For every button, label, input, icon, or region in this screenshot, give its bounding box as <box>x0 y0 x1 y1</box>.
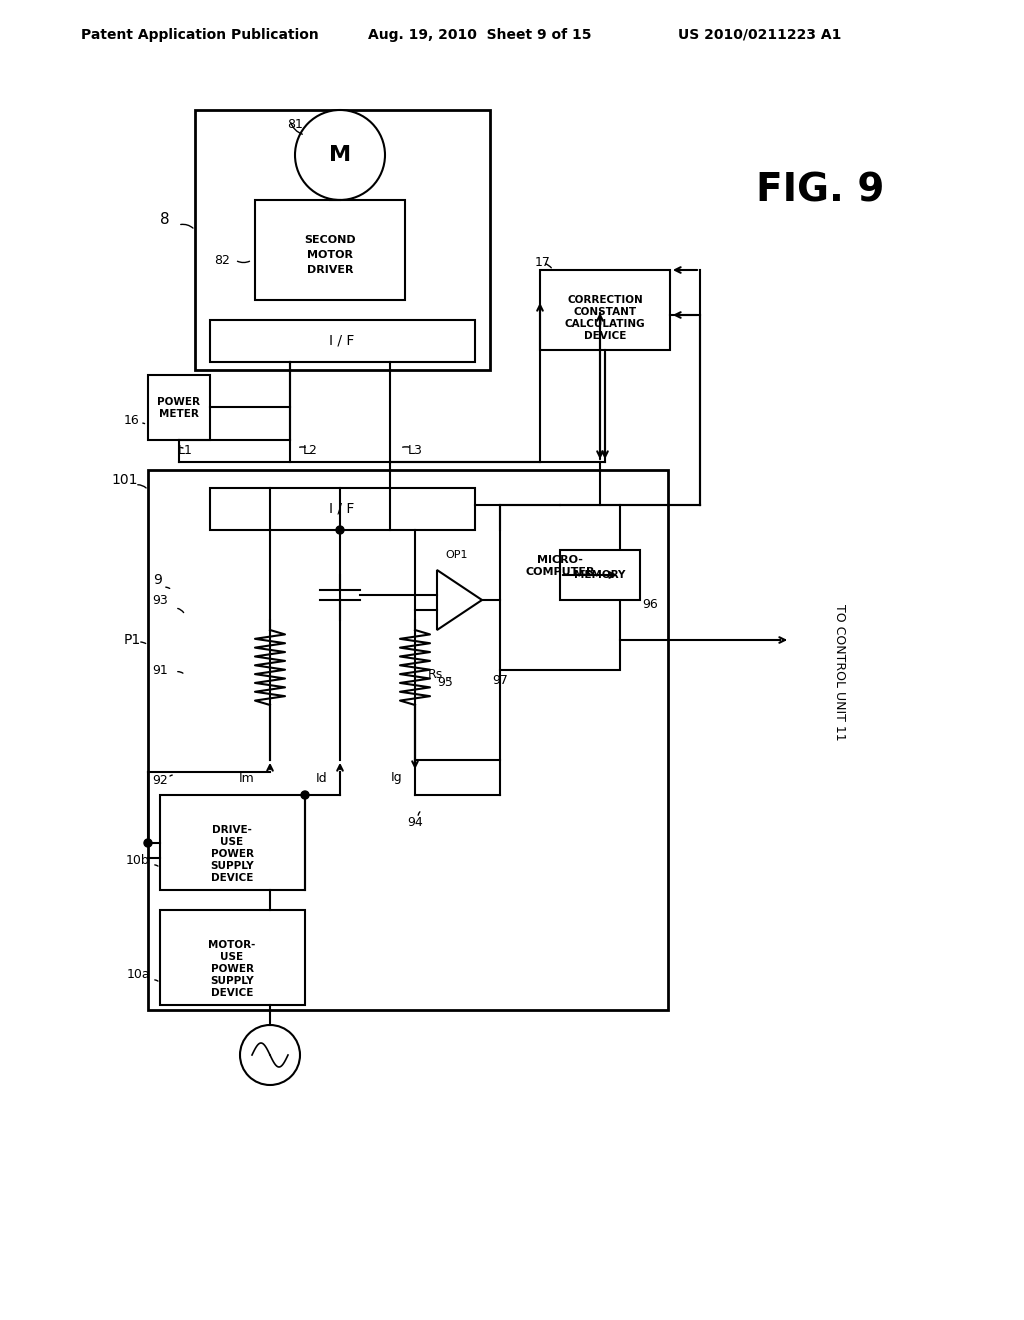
Text: POWER: POWER <box>211 964 254 974</box>
Bar <box>148 470 668 1010</box>
Bar <box>160 795 305 890</box>
Text: SUPPLY: SUPPLY <box>210 975 254 986</box>
Text: 10a: 10a <box>126 969 150 982</box>
Text: Im: Im <box>240 771 255 784</box>
Text: 81: 81 <box>287 119 303 132</box>
Text: 92: 92 <box>153 774 168 787</box>
Bar <box>210 319 475 362</box>
Text: 9: 9 <box>154 573 163 587</box>
Text: DEVICE: DEVICE <box>211 873 253 883</box>
Text: Id: Id <box>315 771 327 784</box>
Text: MICRO-: MICRO- <box>537 554 583 565</box>
Text: COMPUTER: COMPUTER <box>525 568 595 577</box>
Text: I / F: I / F <box>330 334 354 348</box>
Bar <box>210 488 475 531</box>
Text: Patent Application Publication: Patent Application Publication <box>81 28 318 42</box>
Text: 94: 94 <box>408 816 423 829</box>
Text: I / F: I / F <box>330 502 354 516</box>
Text: 17: 17 <box>536 256 551 268</box>
Text: POWER: POWER <box>211 849 254 859</box>
Bar <box>160 909 305 1005</box>
Text: 82: 82 <box>214 253 230 267</box>
Text: 91: 91 <box>153 664 168 676</box>
Text: SUPPLY: SUPPLY <box>210 861 254 871</box>
Text: CONSTANT: CONSTANT <box>573 308 637 317</box>
Text: Ig: Ig <box>390 771 402 784</box>
Text: DRIVE-: DRIVE- <box>212 825 252 836</box>
Text: 101: 101 <box>112 473 138 487</box>
Text: DEVICE: DEVICE <box>211 987 253 998</box>
Text: 97: 97 <box>493 673 508 686</box>
Bar <box>148 375 210 440</box>
Text: L2: L2 <box>302 444 317 457</box>
Text: USE: USE <box>220 837 244 847</box>
Text: 16: 16 <box>124 413 140 426</box>
Bar <box>195 110 490 370</box>
Text: MOTOR: MOTOR <box>307 249 353 260</box>
Text: DEVICE: DEVICE <box>584 331 627 341</box>
Polygon shape <box>437 570 482 630</box>
Text: 8: 8 <box>160 213 170 227</box>
Circle shape <box>295 110 385 201</box>
Text: USE: USE <box>220 952 244 962</box>
Text: P1: P1 <box>123 634 140 647</box>
Circle shape <box>301 791 309 799</box>
Text: 95: 95 <box>437 676 453 689</box>
Text: 93: 93 <box>153 594 168 606</box>
Text: L3: L3 <box>408 444 423 457</box>
Bar <box>500 506 620 671</box>
Text: CALCULATING: CALCULATING <box>564 319 645 329</box>
Text: FIG. 9: FIG. 9 <box>756 172 884 209</box>
Text: DRIVER: DRIVER <box>307 265 353 275</box>
Text: MEMORY: MEMORY <box>574 570 626 579</box>
Text: Aug. 19, 2010  Sheet 9 of 15: Aug. 19, 2010 Sheet 9 of 15 <box>369 28 592 42</box>
Text: 10b: 10b <box>126 854 150 866</box>
Text: US 2010/0211223 A1: US 2010/0211223 A1 <box>678 28 842 42</box>
Text: CORRECTION: CORRECTION <box>567 294 643 305</box>
Text: 96: 96 <box>642 598 657 611</box>
Text: MOTOR-: MOTOR- <box>208 940 256 950</box>
Text: M: M <box>329 145 351 165</box>
Bar <box>560 550 640 601</box>
Circle shape <box>144 840 152 847</box>
Text: METER: METER <box>159 409 199 418</box>
Bar <box>540 271 670 350</box>
Text: POWER: POWER <box>158 397 201 407</box>
Text: TO CONTROL UNIT 11: TO CONTROL UNIT 11 <box>834 603 847 741</box>
Text: SECOND: SECOND <box>304 235 355 246</box>
Text: L1: L1 <box>177 444 193 457</box>
Circle shape <box>336 525 344 535</box>
Text: Rs: Rs <box>427 668 442 681</box>
Bar <box>255 201 406 300</box>
Text: OP1: OP1 <box>445 550 468 560</box>
Circle shape <box>240 1026 300 1085</box>
